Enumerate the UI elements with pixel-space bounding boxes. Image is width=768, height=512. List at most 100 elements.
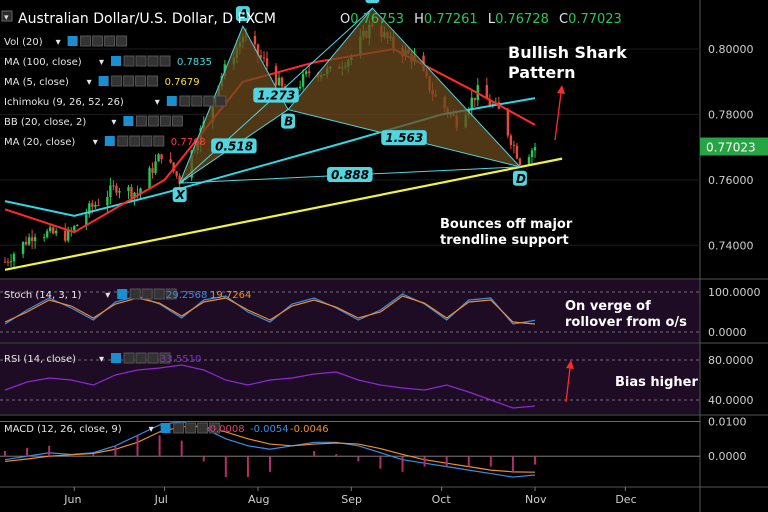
candle-body [112, 185, 115, 187]
indicator-row-value: 0.7679 [165, 77, 200, 88]
candle-body [160, 154, 163, 160]
candle-body [509, 135, 513, 146]
close-icon[interactable] [159, 352, 171, 364]
close-icon[interactable] [147, 75, 159, 87]
candle-body [127, 187, 130, 192]
svg-text:Australian Dollar/U.S. Dollar,: Australian Dollar/U.S. Dollar, D FXCM [18, 11, 276, 27]
x-axis-label: Aug [248, 493, 269, 506]
gear-icon[interactable] [117, 135, 129, 147]
chevron-down-icon[interactable]: ▾ [155, 97, 160, 108]
lock-icon[interactable] [123, 75, 135, 87]
annotation-pattern-line1: Bullish Shark [508, 43, 627, 62]
candle-body [54, 230, 58, 234]
macd-pane-bg [0, 416, 700, 486]
indicator-row: Vol (20) ▾ [4, 35, 128, 48]
gear-icon[interactable] [123, 55, 135, 67]
close-icon[interactable] [215, 95, 227, 107]
lock-icon[interactable] [135, 55, 147, 67]
gear-icon[interactable] [80, 35, 92, 47]
lock-icon[interactable] [185, 422, 197, 434]
x-axis-label: Sep [341, 493, 362, 506]
close-icon[interactable] [165, 288, 177, 300]
gear-icon[interactable] [123, 352, 135, 364]
stoch-tick-label: 100.0000 [708, 286, 761, 299]
lock-icon[interactable] [141, 288, 153, 300]
candle-body [512, 145, 516, 147]
ratio-label: 1.563 [385, 131, 423, 145]
gear-icon[interactable] [135, 115, 147, 127]
eye-icon[interactable] [98, 76, 109, 86]
lock-icon[interactable] [92, 35, 104, 47]
ratio-badge [327, 166, 373, 182]
eye-icon[interactable] [117, 289, 128, 299]
chevron-down-icon[interactable]: ▾ [149, 424, 154, 435]
eye-icon[interactable] [123, 116, 134, 126]
plus-icon[interactable] [147, 55, 159, 67]
gear-icon[interactable] [111, 75, 123, 87]
lock-icon[interactable] [129, 135, 141, 147]
indicator-row-label: MA (5, close) [4, 77, 69, 88]
candle-body [169, 159, 172, 163]
pattern-point-X: X [175, 188, 186, 202]
x-axis-label: Oct [432, 493, 452, 506]
candle-body [130, 187, 133, 198]
candle-body [304, 71, 308, 75]
plus-icon[interactable] [197, 422, 209, 434]
close-icon[interactable] [153, 135, 165, 147]
candle-body [42, 237, 46, 239]
candle-body [259, 55, 263, 58]
data-source: FXCM [238, 11, 276, 27]
indicator-row: Ichimoku (9, 26, 52, 26) ▾ [4, 95, 227, 108]
eye-icon[interactable] [111, 56, 121, 66]
price-tick-label: 0.78000 [708, 108, 754, 121]
close-icon[interactable] [116, 35, 128, 47]
close-icon[interactable] [159, 55, 171, 67]
plus-icon[interactable] [159, 115, 171, 127]
plus-icon[interactable] [153, 288, 165, 300]
plus-icon[interactable] [104, 35, 116, 47]
plus-icon[interactable] [147, 352, 159, 364]
gear-icon[interactable] [179, 95, 191, 107]
x-axis-label: Nov [525, 493, 547, 506]
plus-icon[interactable] [203, 95, 215, 107]
plus-icon[interactable] [135, 75, 147, 87]
candle-body [265, 58, 269, 67]
candle-body [506, 108, 510, 136]
lock-icon[interactable] [135, 352, 147, 364]
eye-icon[interactable] [104, 136, 115, 146]
gear-icon[interactable] [173, 422, 185, 434]
chevron-down-icon[interactable]: ▾ [111, 117, 116, 128]
indicator-row: MA (5, close) ▾ 0.7679 [4, 75, 200, 88]
chevron-down-icon[interactable]: ▾ [105, 290, 110, 301]
chevron-down-icon[interactable]: ▾ [4, 13, 9, 23]
stoch-tick-label: 0.0000 [708, 326, 747, 339]
annotation-rsi: Bias higher [615, 375, 698, 390]
eye-icon[interactable] [111, 353, 121, 363]
high-label: H [414, 12, 424, 27]
stoch-k-value: 29.2568 [166, 290, 207, 301]
eye-icon[interactable] [160, 423, 171, 433]
candle-body [533, 147, 537, 151]
chevron-down-icon[interactable]: ▾ [56, 37, 61, 48]
eye-icon[interactable] [166, 96, 177, 106]
chevron-down-icon[interactable]: ▾ [87, 77, 92, 88]
rsi-series-line [4, 364, 536, 409]
lock-icon[interactable] [147, 115, 159, 127]
macd-legend: MACD (12, 26, close, 9) ▾ [4, 422, 221, 435]
candle-body [9, 261, 13, 263]
candle-body [88, 203, 91, 215]
arrow-up-icon [565, 367, 571, 403]
close-icon[interactable] [209, 422, 221, 434]
gear-icon[interactable] [129, 288, 141, 300]
lock-icon[interactable] [191, 95, 203, 107]
chevron-down-icon[interactable]: ▾ [99, 57, 104, 68]
eye-icon[interactable] [67, 36, 78, 46]
chevron-down-icon[interactable]: ▾ [99, 354, 104, 365]
plus-icon[interactable] [141, 135, 153, 147]
candle-body [488, 99, 492, 106]
stoch-legend: Stoch (14, 3, 1) ▾ [4, 288, 177, 301]
candle-body [97, 204, 100, 206]
chevron-down-icon[interactable]: ▾ [93, 137, 98, 148]
candle-body [91, 203, 94, 207]
close-icon[interactable] [171, 115, 183, 127]
